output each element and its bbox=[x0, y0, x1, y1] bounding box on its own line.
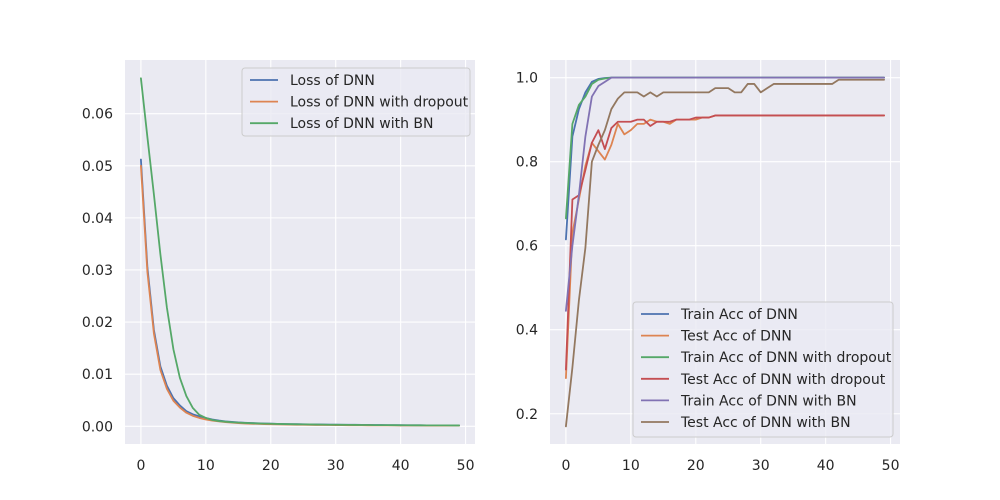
legend: Loss of DNN Loss of DNN with dropout Loss … bbox=[241, 67, 471, 137]
y-tick-label: 0.02 bbox=[82, 315, 113, 331]
accuracy-chart: 0 10 20 30 40 50 0.2 0.4 0.6 0.8 1.0 Train Acc of D… bbox=[516, 60, 900, 474]
legend-entry: Test Acc of DNN with dropout bbox=[680, 372, 886, 388]
legend-entry: Loss of DNN with dropout bbox=[290, 95, 469, 111]
x-tick-label: 40 bbox=[392, 458, 410, 474]
legend-entry: Test Acc of DNN bbox=[680, 329, 792, 345]
x-tick-label: 0 bbox=[561, 458, 570, 474]
x-tick-label: 20 bbox=[262, 458, 280, 474]
legend-entry: Test Acc of DNN with BN bbox=[680, 415, 851, 431]
legend-entry: Loss of DNN with BN bbox=[290, 116, 434, 132]
legend-frame bbox=[241, 67, 471, 137]
x-tick-label: 30 bbox=[327, 458, 345, 474]
y-tick-label: 0.8 bbox=[516, 155, 538, 171]
legend-entry: Train Acc of DNN with BN bbox=[680, 393, 857, 409]
y-tick-label: 1.0 bbox=[516, 71, 538, 87]
x-tick-label: 40 bbox=[817, 458, 835, 474]
series-line-5 bbox=[565, 76, 885, 312]
x-tick-label: 50 bbox=[882, 458, 900, 474]
x-tick-label: 20 bbox=[687, 458, 705, 474]
x-tick-label: 50 bbox=[457, 458, 475, 474]
series-line-4 bbox=[565, 114, 885, 371]
y-tick-label: 0.6 bbox=[516, 239, 538, 255]
legend-entry: Train Acc of DNN with dropout bbox=[680, 350, 892, 366]
x-tick-label: 10 bbox=[197, 458, 215, 474]
legend-entry: Loss of DNN bbox=[290, 73, 375, 89]
y-tick-label: 0.00 bbox=[82, 419, 113, 435]
legend-frame bbox=[632, 301, 894, 438]
y-tick-label: 0.4 bbox=[516, 323, 538, 339]
y-tick-label: 0.06 bbox=[82, 107, 113, 123]
x-tick-label: 10 bbox=[622, 458, 640, 474]
y-tick-label: 0.03 bbox=[82, 263, 113, 279]
y-tick-label: 0.2 bbox=[516, 407, 538, 423]
series-line-6 bbox=[565, 78, 885, 428]
x-tick-label: 30 bbox=[752, 458, 770, 474]
y-tick-label: 0.01 bbox=[82, 367, 113, 383]
loss-chart: 0 10 20 30 40 50 0.00 0.01 0.02 0.03 0.04 0.05 0.06 L… bbox=[82, 60, 475, 474]
x-tick-label: 0 bbox=[136, 458, 145, 474]
legend-entry: Train Acc of DNN bbox=[680, 307, 798, 323]
legend: Train Acc of DNN Test Acc of DNN Train Acc… bbox=[632, 301, 894, 438]
y-tick-label: 0.04 bbox=[82, 211, 113, 227]
series-line-3 bbox=[140, 77, 460, 427]
y-tick-label: 0.05 bbox=[82, 159, 113, 175]
